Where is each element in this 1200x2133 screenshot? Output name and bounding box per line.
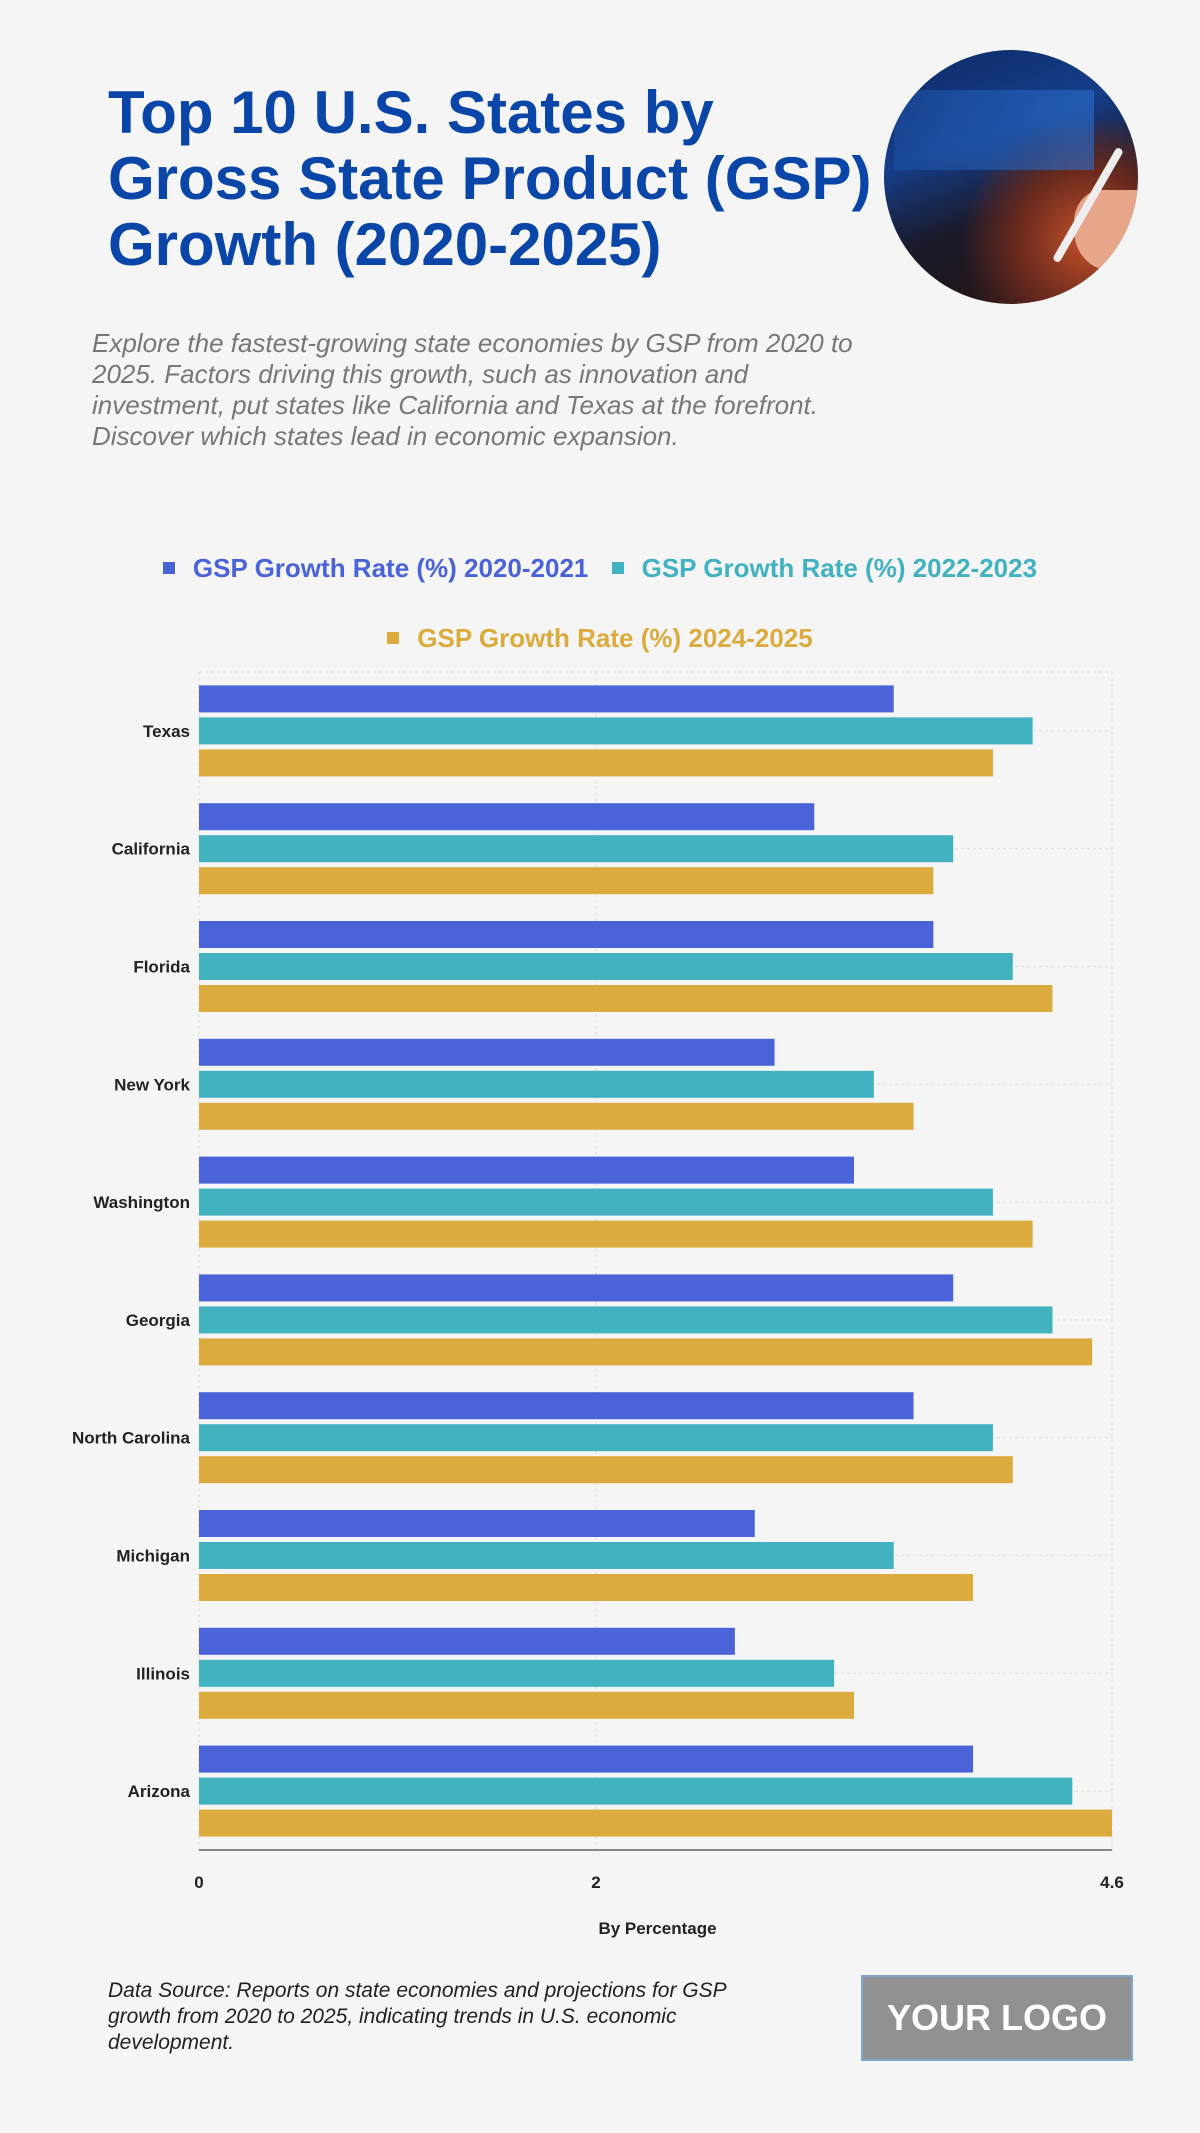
legend-item: GSP Growth Rate (%) 2020-2021 bbox=[162, 552, 589, 584]
bar-florida-series-1 bbox=[199, 921, 934, 948]
legend-swatch bbox=[162, 562, 175, 574]
bar-arizona-series-3 bbox=[199, 1809, 1112, 1837]
bar-california-series-1 bbox=[199, 803, 815, 831]
x-tick-label: 2 bbox=[591, 1873, 600, 1892]
legend-row-1: GSP Growth Rate (%) 2020-2021 GSP Growth… bbox=[0, 550, 1200, 584]
category-label: Michigan bbox=[116, 1547, 190, 1566]
category-label: Florida bbox=[133, 958, 190, 977]
x-tick-label: 0 bbox=[194, 1873, 203, 1892]
logo-placeholder: YOUR LOGO bbox=[861, 1975, 1133, 2061]
legend-swatch bbox=[387, 632, 400, 644]
legend-row-2: GSP Growth Rate (%) 2024-2025 bbox=[0, 620, 1200, 654]
legend-item: GSP Growth Rate (%) 2022-2023 bbox=[611, 552, 1038, 584]
chart-screen-graphic bbox=[894, 90, 1094, 170]
bar-new-york-series-1 bbox=[199, 1038, 775, 1066]
category-label: Georgia bbox=[126, 1311, 191, 1330]
bar-washington-series-3 bbox=[199, 1220, 1033, 1248]
bar-florida-series-2 bbox=[199, 953, 1013, 980]
page-title: Top 10 U.S. States by Gross State Produc… bbox=[108, 79, 872, 278]
bar-georgia-series-3 bbox=[199, 1338, 1093, 1366]
legend-label: GSP Growth Rate (%) 2024-2025 bbox=[417, 622, 813, 653]
category-label: New York bbox=[114, 1075, 190, 1094]
bar-texas-series-3 bbox=[199, 749, 993, 777]
legend-item: GSP Growth Rate (%) 2024-2025 bbox=[387, 622, 813, 654]
bar-north-carolina-series-1 bbox=[199, 1392, 914, 1420]
category-label: Illinois bbox=[136, 1664, 190, 1683]
legend-label: GSP Growth Rate (%) 2020-2021 bbox=[192, 552, 589, 583]
legend-label: GSP Growth Rate (%) 2022-2023 bbox=[641, 552, 1038, 583]
category-label: North Carolina bbox=[72, 1429, 191, 1448]
bar-arizona-series-1 bbox=[199, 1745, 974, 1773]
bar-illinois-series-2 bbox=[199, 1659, 835, 1687]
bar-california-series-2 bbox=[199, 835, 954, 863]
bar-new-york-series-3 bbox=[199, 1102, 914, 1130]
bar-north-carolina-series-2 bbox=[199, 1424, 993, 1452]
description: Explore the fastest-growing state econom… bbox=[92, 328, 853, 451]
bar-michigan-series-2 bbox=[199, 1542, 894, 1569]
category-label: Texas bbox=[143, 722, 190, 741]
bar-california-series-3 bbox=[199, 867, 934, 895]
bar-michigan-series-1 bbox=[199, 1510, 755, 1537]
x-tick-label: 4.6 bbox=[1100, 1873, 1124, 1892]
bar-texas-series-2 bbox=[199, 717, 1033, 745]
bar-arizona-series-2 bbox=[199, 1777, 1073, 1805]
bar-north-carolina-series-3 bbox=[199, 1456, 1013, 1484]
data-source: Data Source: Reports on state economies … bbox=[108, 1979, 726, 2054]
bar-new-york-series-2 bbox=[199, 1070, 874, 1098]
bar-chart: Texas California Florida New York Washington… bbox=[72, 671, 1124, 1938]
bar-illinois-series-3 bbox=[199, 1691, 854, 1719]
bar-georgia-series-1 bbox=[199, 1274, 954, 1302]
bar-florida-series-3 bbox=[199, 985, 1053, 1012]
category-label: Arizona bbox=[128, 1782, 191, 1801]
bar-illinois-series-1 bbox=[199, 1627, 735, 1655]
category-label: Washington bbox=[93, 1193, 190, 1212]
bar-texas-series-1 bbox=[199, 685, 894, 713]
legend-swatch bbox=[611, 562, 624, 574]
header-photo bbox=[884, 50, 1138, 304]
x-axis-label: By Percentage bbox=[598, 1919, 716, 1938]
bar-washington-series-2 bbox=[199, 1188, 993, 1216]
bar-washington-series-1 bbox=[199, 1156, 854, 1184]
bar-georgia-series-2 bbox=[199, 1306, 1053, 1334]
category-label: California bbox=[112, 840, 191, 859]
bar-michigan-series-3 bbox=[199, 1574, 974, 1601]
